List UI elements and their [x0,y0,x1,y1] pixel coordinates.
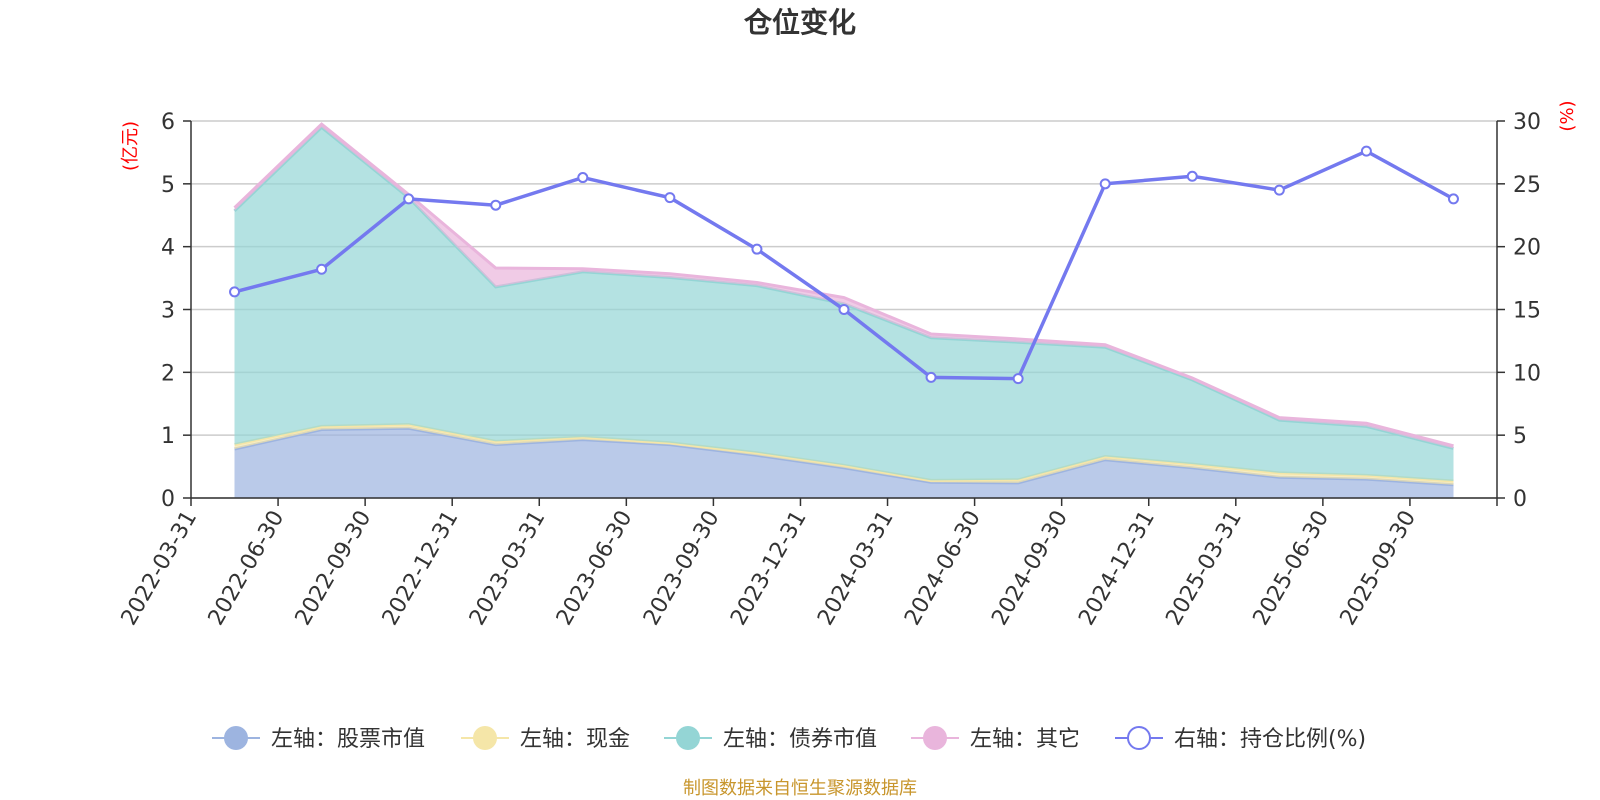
chart-title: 仓位变化 [744,6,856,39]
legend: 左轴：股票市值 左轴：现金 左轴：债券市值 左轴：其它 右轴：持仓比例(%) [212,726,1366,752]
x-tick-label: 2025-09-30 [1336,507,1422,630]
x-tick-label: 2022-06-30 [204,507,290,630]
x-tick-label: 2024-09-30 [987,507,1073,630]
x-tick-label: 2024-12-31 [1074,507,1160,630]
x-tick-label: 2024-03-31 [813,507,899,630]
left-axis-unit: (亿元) [120,121,141,171]
x-tick-label: 2023-06-30 [552,507,638,630]
ratio-point [490,199,502,211]
legend-marker-1 [224,726,248,750]
legend-marker-5 [1127,726,1151,750]
x-tick-label: 2022-12-31 [378,507,464,630]
legend-marker-2 [473,726,497,750]
left-tick-label: 5 [161,173,175,198]
x-tick-label: 2022-09-30 [291,507,377,630]
x-tick-label: 2023-09-30 [639,507,725,630]
ratio-point [1012,373,1024,385]
legend-marker-4 [923,726,947,750]
right-tick-label: 25 [1513,173,1541,198]
right-tick-label: 5 [1513,424,1527,449]
left-tick-label: 2 [161,361,175,386]
x-tick-label: 2023-12-31 [726,507,812,630]
ratio-point [838,304,850,315]
ratio-point [229,286,241,298]
ratio-point [664,192,676,204]
ratio-point [1447,193,1459,205]
right-tick-label: 10 [1513,361,1541,386]
area-series-1 [234,428,1454,498]
ratio-point [751,243,763,255]
area-series-4-edge [233,122,1454,448]
x-tick-label: 2024-06-30 [900,507,986,630]
legend-label-4: 左轴：其它 [970,727,1080,752]
x-tick-label: 2023-03-31 [465,507,551,630]
ratio-point [1099,178,1111,190]
left-tick-label: 6 [161,110,175,135]
legend-label-3: 左轴：债券市值 [723,727,877,752]
x-tick-label: 2025-03-31 [1161,507,1247,630]
x-tick-label: 2025-06-30 [1249,507,1335,630]
legend-label-1: 左轴：股票市值 [271,727,425,752]
ratio-line-series [229,145,1459,385]
right-tick-label: 15 [1513,299,1541,324]
ratio-point [577,172,589,184]
left-tick-label: 1 [161,424,175,449]
legend-label-5: 右轴：持仓比例(%) [1174,727,1366,752]
ratio-point [1360,145,1372,157]
right-axis-unit: (%) [1557,100,1578,131]
data-source-note: 制图数据来自恒生聚源数据库 [683,778,917,799]
ratio-point [1186,170,1198,182]
left-tick-label: 0 [161,487,175,512]
right-tick-label: 30 [1513,110,1541,135]
right-tick-label: 0 [1513,487,1527,512]
ratio-point [403,193,415,205]
ratio-point [1273,184,1285,196]
left-tick-label: 4 [161,236,175,261]
left-tick-label: 3 [161,299,175,324]
legend-label-2: 左轴：现金 [520,727,630,752]
right-tick-label: 20 [1513,236,1541,261]
ratio-point [925,371,937,383]
ratio-point [316,263,328,275]
x-tick-label: 2022-03-31 [117,507,203,630]
legend-marker-3 [676,726,700,750]
